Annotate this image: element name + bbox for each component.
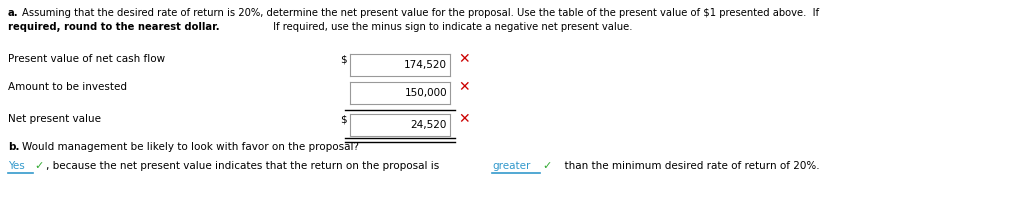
Text: greater: greater <box>492 161 530 171</box>
Text: ✓: ✓ <box>34 161 44 171</box>
Text: $: $ <box>340 114 346 124</box>
Text: 150,000: 150,000 <box>405 88 447 98</box>
Text: required, round to the nearest dollar.: required, round to the nearest dollar. <box>8 22 220 32</box>
Text: Present value of net cash flow: Present value of net cash flow <box>8 54 165 64</box>
Text: ✕: ✕ <box>458 52 470 66</box>
Text: 174,520: 174,520 <box>404 60 447 70</box>
Text: a.: a. <box>8 8 18 18</box>
Text: If required, use the minus sign to indicate a negative net present value.: If required, use the minus sign to indic… <box>270 22 633 32</box>
Text: ✕: ✕ <box>458 80 470 94</box>
Text: ✓: ✓ <box>542 161 551 171</box>
Text: ✕: ✕ <box>458 112 470 126</box>
Text: 24,520: 24,520 <box>411 120 447 130</box>
Text: Yes: Yes <box>8 161 24 171</box>
Text: , because the net present value indicates that the return on the proposal is: , because the net present value indicate… <box>46 161 442 171</box>
Text: Net present value: Net present value <box>8 114 101 124</box>
Text: b.: b. <box>8 142 19 152</box>
Text: Assuming that the desired rate of return is 20%, determine the net present value: Assuming that the desired rate of return… <box>22 8 819 18</box>
Text: Amount to be invested: Amount to be invested <box>8 82 127 92</box>
Text: than the minimum desired rate of return of 20%.: than the minimum desired rate of return … <box>558 161 819 171</box>
Text: $: $ <box>340 54 346 64</box>
Text: Would management be likely to look with favor on the proposal?: Would management be likely to look with … <box>22 142 359 152</box>
